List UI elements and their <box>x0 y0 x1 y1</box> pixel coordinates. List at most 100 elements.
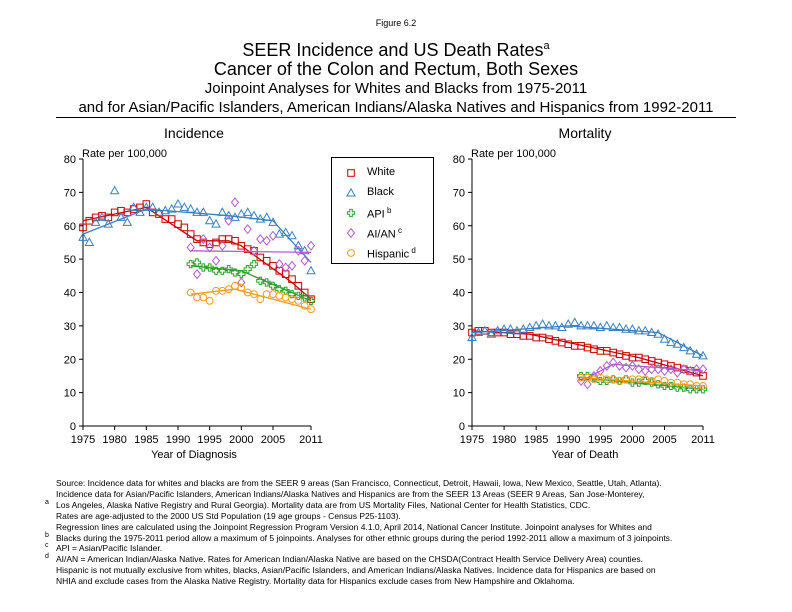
footnote-line: Incidence data for Asian/Pacific Islande… <box>56 489 756 500</box>
data-point-ai-an <box>281 262 290 273</box>
data-point-white <box>212 238 220 247</box>
y-tick-label: 10 <box>453 388 465 400</box>
data-point-hispanic <box>294 296 303 305</box>
x-tick-label: 1985 <box>524 434 548 446</box>
data-point-ai-an <box>576 375 586 387</box>
data-point-white <box>300 288 309 297</box>
y-tick-label: 20 <box>64 354 76 366</box>
data-point-black <box>128 202 139 211</box>
footnote-text: Incidence data for Asian/Pacific Islande… <box>56 488 645 499</box>
footnote-line: Rates are age-adjusted to the 2000 US St… <box>56 511 756 522</box>
data-point-black <box>293 240 304 250</box>
legend-item: Black <box>332 185 433 201</box>
chart-title: Incidence <box>164 125 224 141</box>
data-point-black <box>467 332 477 342</box>
footnote-line: a Los Angeles, Alaska Native Registry and… <box>45 499 756 511</box>
data-point-ai-an <box>218 240 227 251</box>
data-point-ai-an <box>634 364 643 375</box>
data-point-hispanic <box>256 295 265 304</box>
data-point-api <box>262 278 271 287</box>
footnotes: Source: Incidence data for whites and bl… <box>45 478 756 587</box>
series-api <box>186 258 316 305</box>
legend-plus-icon <box>346 208 356 218</box>
x-tick-label: 2011 <box>691 434 715 446</box>
data-point-black <box>473 327 484 337</box>
data-point-ai-an <box>268 230 278 241</box>
data-point-ai-an <box>287 260 297 271</box>
footnote-line: Source: Incidence data for whites and bl… <box>56 478 756 489</box>
footnote-line: Hispanic is not mutually exclusive from … <box>56 565 756 576</box>
data-point-black <box>192 207 202 216</box>
data-point-ai-an <box>666 364 676 375</box>
data-point-black <box>505 323 516 333</box>
x-tick-label: 1995 <box>588 434 612 446</box>
footnote-line: d AI/AN = American Indian/Alaska Native. … <box>45 553 756 565</box>
footnote-text: NHIA and exclude cases from the Alaska N… <box>56 576 575 587</box>
data-point-ai-an <box>256 234 265 245</box>
data-point-ai-an <box>679 364 688 375</box>
data-point-black <box>116 212 126 221</box>
series-black <box>467 317 708 360</box>
series-ai-an <box>186 197 316 288</box>
chart-incidence: Incidence Rate per 100,000 Year of Diagnos… <box>64 125 323 461</box>
data-point-black <box>103 218 114 228</box>
legend-circle-icon <box>347 249 355 257</box>
data-point-black <box>550 320 561 330</box>
x-tick-label: 1980 <box>492 434 516 446</box>
data-point-api <box>673 383 682 392</box>
data-point-api <box>224 265 233 274</box>
data-point-black <box>135 207 145 216</box>
data-point-black <box>109 185 120 195</box>
data-point-hispanic <box>699 382 707 390</box>
legend-label: Black <box>367 186 394 198</box>
data-point-black <box>512 325 522 335</box>
data-point-ai-an <box>275 259 284 270</box>
data-point-api <box>306 296 316 305</box>
legend-label: Hispanic d <box>367 246 416 261</box>
legend-marker <box>346 208 356 218</box>
data-point-api <box>666 381 676 391</box>
data-point-ai-an <box>653 364 663 375</box>
subtitle-joinpoint: Joinpoint Analyses for Whites and Blacks… <box>204 80 588 97</box>
footnote-line: Regression lines are calculated using th… <box>56 522 756 533</box>
data-point-black <box>306 265 316 275</box>
data-point-api <box>192 258 202 267</box>
data-point-black <box>236 208 247 218</box>
data-point-ai-an <box>249 245 259 256</box>
data-point-white <box>142 200 151 208</box>
footnote-text: API = Asian/Pacific Islander. <box>56 543 163 554</box>
y-tick-label: 70 <box>64 187 76 199</box>
data-point-api <box>256 276 265 285</box>
data-point-black <box>84 237 95 246</box>
data-point-black <box>595 322 606 332</box>
data-point-white <box>699 372 707 380</box>
data-point-black <box>242 207 253 216</box>
data-point-white <box>281 270 290 278</box>
subtitle-site: Cancer of the Colon and Rectum, Both Sex… <box>213 59 579 79</box>
data-point-black <box>211 218 221 228</box>
data-point-api <box>692 385 701 394</box>
footnote-text: Rates are age-adjusted to the 2000 US St… <box>56 510 401 521</box>
data-point-white <box>262 256 271 265</box>
data-point-api <box>237 270 246 279</box>
data-point-black <box>166 203 177 213</box>
data-point-api <box>249 260 259 269</box>
data-point-white <box>294 282 303 290</box>
data-point-black <box>223 210 234 220</box>
x-axis-label: Year of Diagnosis <box>151 449 237 461</box>
legend-label: API b <box>367 206 392 221</box>
x-tick-label: 1975 <box>460 434 484 446</box>
y-tick-label: 40 <box>453 288 465 300</box>
y-tick-label: 30 <box>453 321 465 333</box>
data-point-ai-an <box>192 269 202 280</box>
data-point-black <box>274 228 285 238</box>
data-point-black <box>492 325 503 335</box>
legend-label: AI/AN c <box>367 226 402 241</box>
footnote-line: b Blacks during the 1975-2011 period allo… <box>45 532 756 544</box>
data-point-api <box>679 383 688 392</box>
y-tick-label: 80 <box>64 154 76 166</box>
data-point-black <box>479 325 490 335</box>
data-point-black <box>627 323 638 333</box>
